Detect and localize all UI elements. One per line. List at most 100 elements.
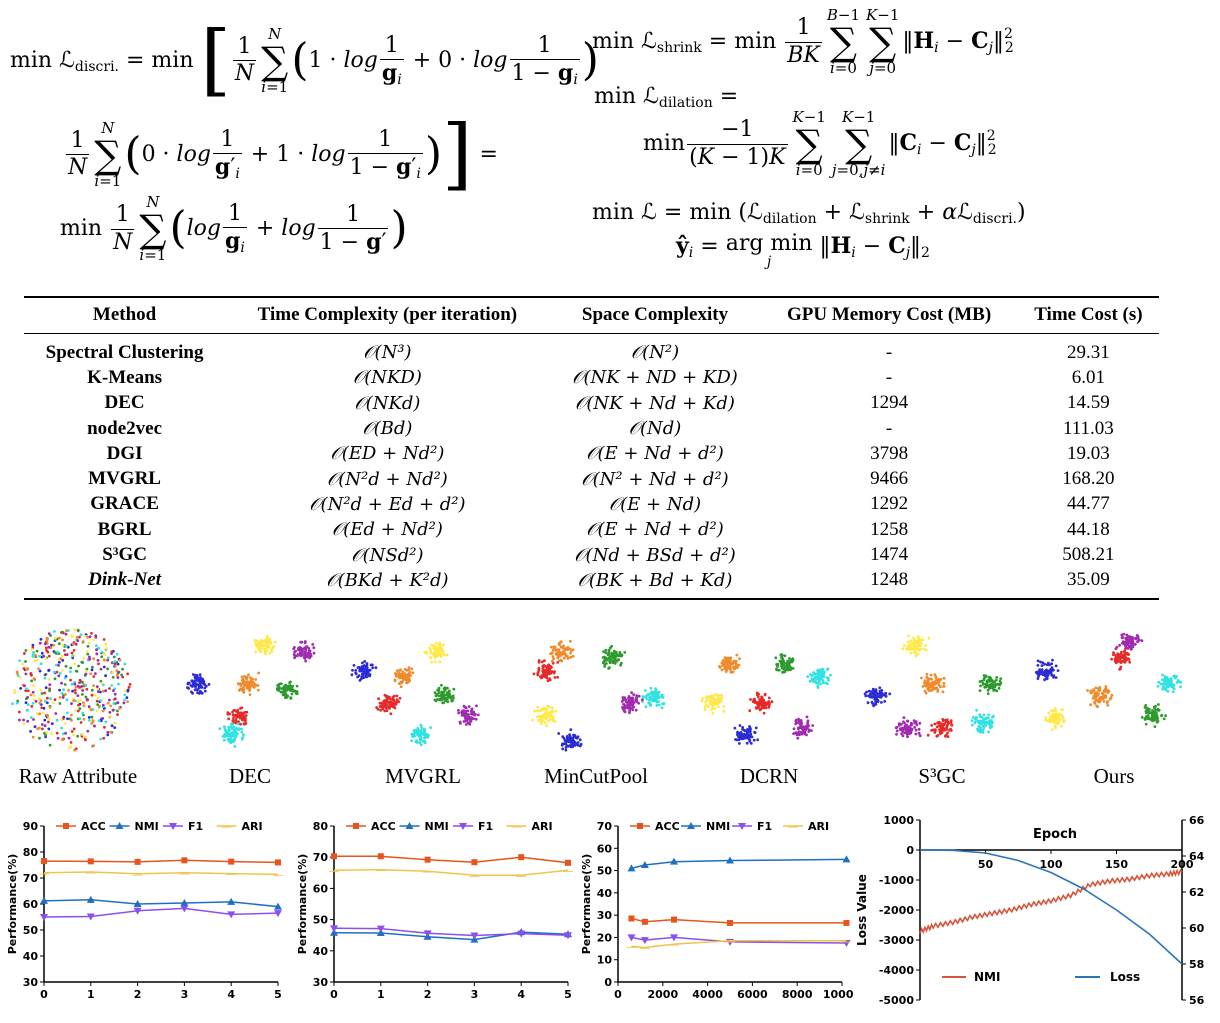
tsne-point — [236, 722, 240, 726]
tsne-point — [608, 659, 611, 663]
tsne-point — [73, 688, 77, 692]
tsne-point — [1175, 681, 1179, 684]
nmi-marker — [115, 822, 124, 829]
tsne-point — [767, 704, 771, 708]
tsne-point — [78, 678, 82, 682]
tsne-point — [403, 675, 407, 678]
tsne-point — [42, 711, 45, 715]
tsne-point — [906, 728, 910, 732]
tsne-point — [560, 659, 564, 663]
tsne-point — [543, 721, 547, 724]
f1-marker — [670, 934, 678, 942]
method-name: GRACE — [90, 493, 159, 515]
tsne-point — [242, 691, 246, 694]
tsne-point — [101, 709, 105, 713]
tsne-point — [92, 724, 96, 728]
gpu-cost: 3798 — [870, 442, 909, 464]
tsne-point — [615, 653, 619, 656]
tsne-point — [797, 717, 800, 721]
y-tick-label: 70 — [597, 820, 613, 833]
tsne-point — [38, 654, 41, 658]
tsne-point — [366, 668, 369, 672]
tsne-point — [568, 735, 572, 739]
tsne-point — [915, 723, 919, 727]
tsne-point — [810, 673, 814, 677]
tsne-point — [457, 709, 460, 712]
tsne-point — [901, 730, 905, 734]
tsne-point — [788, 657, 791, 660]
tsne-point — [933, 728, 937, 732]
y2-tick-label: 62 — [1189, 886, 1204, 899]
tsne-point — [818, 677, 822, 681]
legend: ACC NMI F1— ARI — [630, 820, 829, 833]
tsne-point — [907, 634, 910, 638]
tsne-point — [226, 730, 230, 734]
tsne-point — [396, 669, 399, 673]
tsne-point — [900, 732, 903, 736]
legend-label-nmi: NMI — [974, 970, 1000, 984]
tsne-point — [195, 683, 199, 687]
tsne-point — [743, 729, 747, 733]
ari-marker: — — [375, 864, 386, 877]
time-complexity: 𝒪(Ed + Nd²) — [331, 519, 443, 541]
tsne-point — [106, 658, 110, 662]
tsne-point — [561, 747, 565, 751]
tsne-point — [47, 645, 51, 649]
tsne-point — [651, 694, 654, 698]
tsne-point — [941, 719, 945, 722]
tsne-point — [1093, 702, 1097, 705]
tsne-point — [558, 659, 561, 662]
tsne-point — [987, 713, 990, 717]
tsne-point — [926, 685, 930, 688]
tsne-point — [101, 703, 105, 707]
tsne-point — [54, 712, 58, 715]
tsne-point — [58, 636, 61, 640]
tsne-point — [70, 730, 74, 733]
tsne-point — [273, 640, 277, 644]
tsne-point — [792, 727, 796, 731]
tsne-point — [468, 722, 472, 726]
tsne-point — [199, 676, 202, 679]
acc-marker — [87, 858, 94, 865]
tsne-point — [540, 660, 544, 664]
tsne-point — [1133, 642, 1136, 646]
tsne-point — [905, 723, 908, 727]
tsne-point — [23, 684, 26, 688]
tsne-point — [550, 706, 554, 710]
tsne-point — [775, 668, 779, 672]
tsne-point — [734, 663, 738, 666]
tsne-point — [58, 696, 62, 699]
table-row: DGI 𝒪(ED + Nd²) 𝒪(E + Nd + d²) 3798 19.0… — [24, 441, 1159, 466]
tsne-point — [406, 676, 410, 680]
tsne-point — [783, 665, 787, 669]
chart-performance-batch: 0102030405060700200040006000800010000Per… — [580, 820, 854, 1001]
tsne-point — [895, 732, 898, 736]
tsne-point — [358, 679, 362, 682]
tsne-point — [128, 683, 132, 686]
tsne-point — [537, 660, 541, 664]
tsne-point — [1137, 638, 1141, 642]
tsne-point — [72, 699, 76, 702]
tsne-point — [45, 638, 49, 642]
series-line — [631, 917, 847, 924]
tsne-point — [26, 689, 30, 693]
tsne-point — [869, 692, 873, 696]
tsne-point — [913, 640, 916, 643]
tsne-point — [1153, 725, 1157, 728]
tsne-point — [1147, 711, 1151, 714]
gpu-cost: 1294 — [870, 392, 909, 414]
tsne-point — [90, 668, 94, 672]
tsne-point — [223, 725, 226, 729]
tsne-point — [235, 710, 238, 713]
f1-marker — [330, 925, 338, 933]
tsne-point — [93, 693, 97, 697]
tsne-point — [970, 719, 974, 722]
tsne-point — [79, 633, 83, 637]
tsne-point — [284, 696, 287, 699]
tsne-point — [1052, 709, 1056, 713]
gpu-cost: - — [885, 366, 893, 388]
tsne-point — [289, 696, 293, 700]
tsne-point — [59, 657, 63, 661]
tsne-point — [227, 725, 231, 729]
